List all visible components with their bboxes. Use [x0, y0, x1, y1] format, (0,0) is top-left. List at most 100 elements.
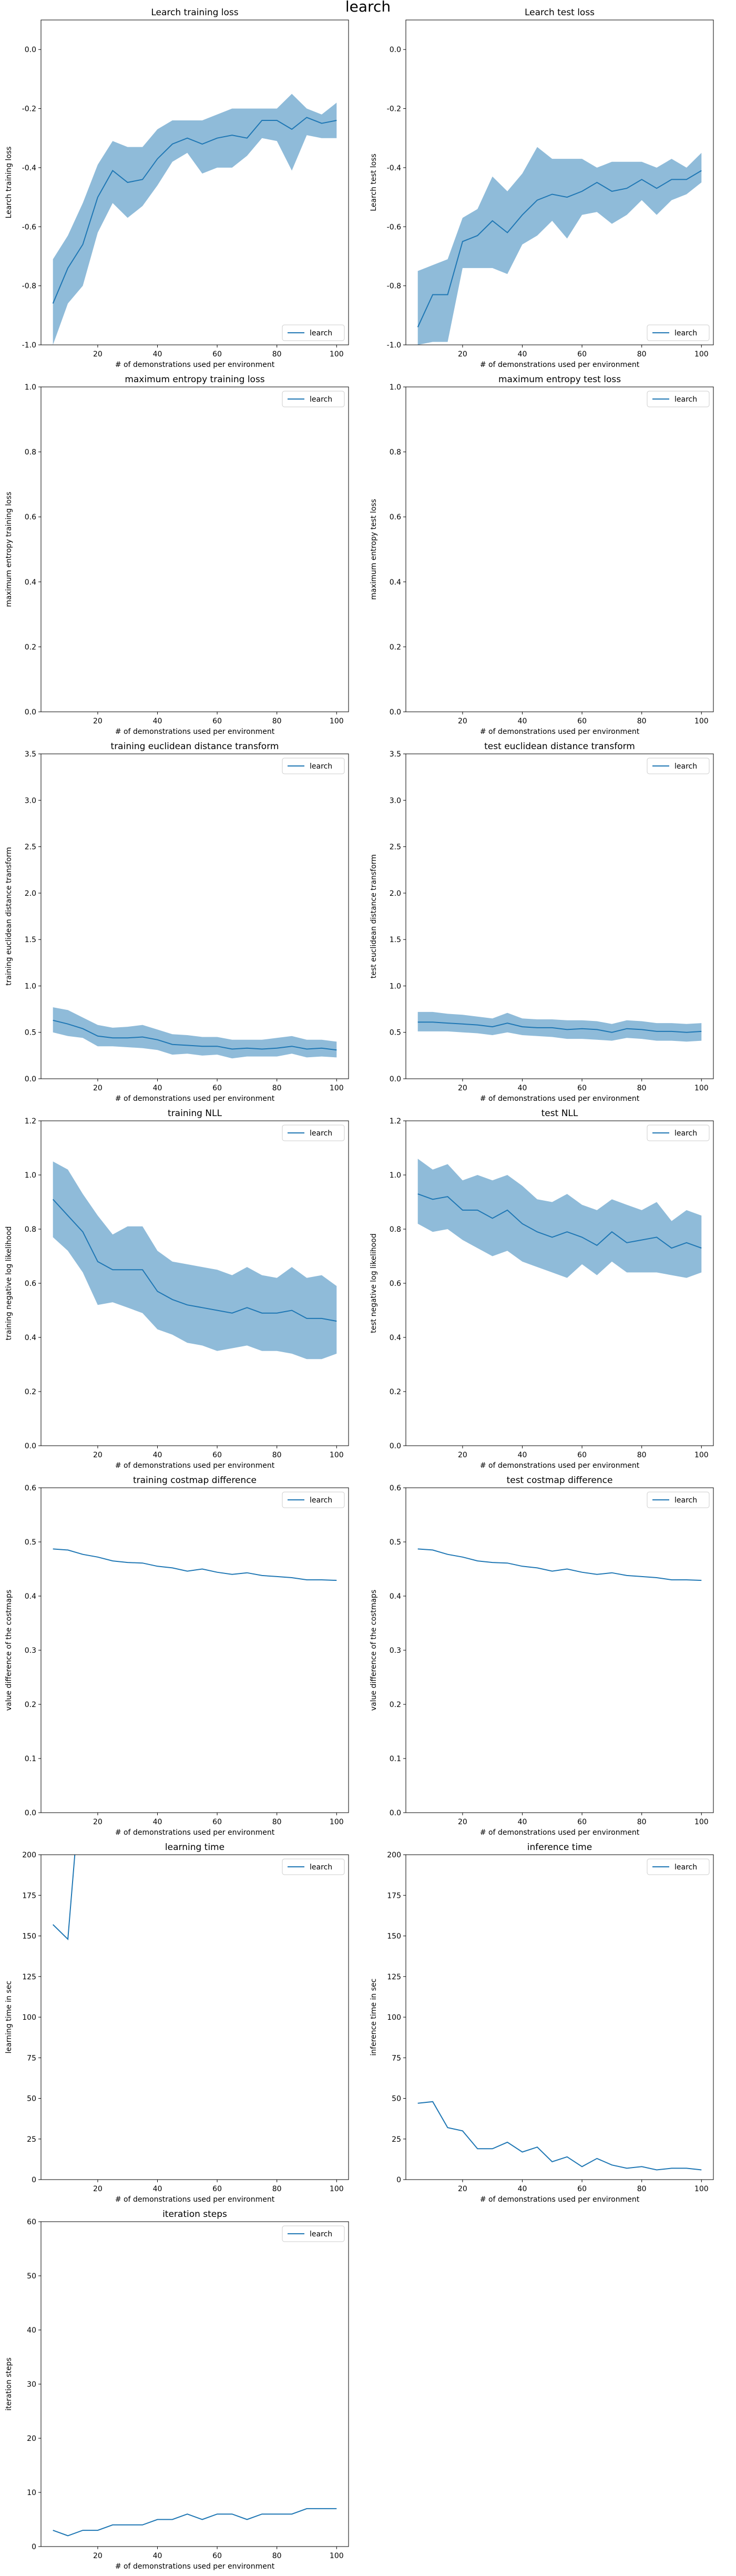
x-tick-label: 60 — [577, 350, 587, 359]
chart-panel: 0.0 0.2 0.4 0.6 0.8 1.0 20 40 60 80 100 maximum ent… — [5, 374, 349, 736]
y-axis-label: maximum entropy training loss — [5, 492, 13, 607]
x-tick-label: 100 — [330, 2552, 344, 2560]
y-tick-label: 0.0 — [390, 1442, 401, 1450]
y-tick-label: 50 — [392, 2095, 401, 2103]
plot-area — [41, 20, 349, 345]
plot-area — [41, 1855, 349, 2180]
x-tick-label: 60 — [212, 350, 222, 359]
plot-series-group — [53, 1855, 76, 1940]
x-axis-label: # of demonstrations used per environment — [480, 2195, 640, 2204]
chart-panel: 0.0 0.2 0.4 0.6 0.8 1.0 1.2 20 40 60 80 100 test NLL… — [370, 1108, 714, 1470]
y-tick-label: 0.4 — [390, 1334, 401, 1342]
y-tick-label: -0.2 — [22, 105, 36, 114]
y-tick-label: 0.2 — [25, 1388, 36, 1396]
y-axis-label: iteration steps — [5, 2357, 13, 2410]
y-tick-label: 20 — [27, 2435, 36, 2443]
x-tick-label: 20 — [93, 717, 103, 725]
plot-series-group — [417, 1159, 702, 1278]
legend-box — [282, 1858, 345, 1875]
plot-area — [41, 2222, 349, 2547]
legend: learch — [282, 2225, 345, 2242]
series-line — [53, 1019, 337, 1051]
y-tick-label: 125 — [387, 1973, 401, 1981]
chart-panel: 0.0 0.5 1.0 1.5 2.0 2.5 3.0 3.5 20 40 60 80 100 train… — [5, 741, 349, 1103]
y-tick-label: 1.2 — [390, 1117, 401, 1126]
legend: learch — [647, 758, 710, 774]
y-tick-label: 0.4 — [25, 1592, 36, 1601]
y-tick-label: -0.4 — [387, 164, 401, 172]
x-axis-label: # of demonstrations used per environment — [480, 1828, 640, 1837]
y-tick-label: 0.0 — [25, 708, 36, 717]
x-tick-label: 80 — [272, 2552, 282, 2560]
y-tick-label: 0.8 — [390, 448, 401, 457]
y-tick-label: 30 — [27, 2380, 36, 2389]
x-tick-label: 40 — [518, 1451, 527, 1459]
series-line — [417, 1021, 702, 1033]
x-tick-label: 20 — [458, 1451, 467, 1459]
y-axis-label: test euclidean distance transform — [370, 854, 378, 978]
confidence-band — [417, 147, 702, 345]
y-tick-label: 0.6 — [390, 1280, 401, 1288]
x-tick-label: 40 — [153, 1451, 162, 1459]
chart-panel: 0.0 0.1 0.2 0.3 0.4 0.5 0.6 20 40 60 80 100 training… — [5, 1475, 349, 1837]
y-tick-label: 75 — [27, 2054, 36, 2062]
plot-area — [406, 387, 713, 712]
confidence-band — [53, 1007, 337, 1059]
y-tick-label: 1.5 — [25, 936, 36, 944]
legend-box — [647, 391, 710, 407]
legend-label: learch — [310, 395, 332, 404]
x-axis-label: # of demonstrations used per environment — [115, 2195, 275, 2204]
plot-series-group — [417, 1011, 702, 1042]
x-tick-label: 20 — [458, 1818, 467, 1826]
legend-box — [647, 1491, 710, 1508]
series-line — [53, 1548, 337, 1581]
legend-box — [282, 391, 345, 407]
chart-panel: 0 10 20 30 40 50 60 20 40 60 80 100 iteration steps #… — [5, 2209, 349, 2571]
legend: learch — [282, 758, 345, 774]
x-axis-label: # of demonstrations used per environment — [115, 1828, 275, 1837]
x-tick-label: 20 — [458, 2185, 467, 2193]
x-tick-label: 40 — [518, 1818, 527, 1826]
y-axis-label: Learch test loss — [370, 154, 378, 211]
y-tick-label: 2.0 — [25, 890, 36, 898]
legend: learch — [647, 324, 710, 341]
y-tick-label: 100 — [387, 2013, 401, 2022]
y-tick-label: 1.2 — [25, 1117, 36, 1126]
x-tick-label: 20 — [93, 2185, 103, 2193]
y-tick-label: 1.0 — [390, 982, 401, 990]
legend: learch — [647, 1125, 710, 1141]
y-tick-label: 0.0 — [25, 46, 36, 54]
y-tick-label: 0.6 — [25, 513, 36, 522]
legend: learch — [282, 1858, 345, 1875]
plot-series-group — [417, 1548, 702, 1581]
y-tick-label: 1.0 — [390, 383, 401, 392]
x-tick-label: 60 — [212, 2185, 222, 2193]
y-axis-label: training euclidean distance transform — [5, 847, 13, 985]
plot-series-group — [52, 94, 337, 345]
x-tick-label: 80 — [637, 1084, 647, 1092]
legend-box — [282, 2225, 345, 2242]
x-tick-label: 80 — [637, 2185, 647, 2193]
y-tick-label: 0.0 — [25, 1075, 36, 1083]
y-tick-label: 0.6 — [390, 513, 401, 522]
y-tick-label: 25 — [392, 2135, 401, 2144]
legend-label: learch — [674, 329, 697, 338]
legend: learch — [282, 1491, 345, 1508]
x-tick-label: 100 — [330, 2185, 344, 2193]
series-line — [52, 117, 337, 304]
confidence-band — [53, 1161, 337, 1359]
legend: learch — [647, 391, 710, 407]
chart-panel: 0.0 0.2 0.4 0.6 0.8 1.0 20 40 60 80 100 maximum ent… — [370, 374, 714, 736]
chart-panel: 0.0 0.1 0.2 0.3 0.4 0.5 0.6 20 40 60 80 100 test cos… — [370, 1475, 714, 1837]
y-tick-label: 150 — [387, 1933, 401, 1941]
y-axis-label: Learch training loss — [5, 147, 13, 219]
x-tick-label: 100 — [694, 350, 709, 359]
x-tick-label: 20 — [93, 1084, 103, 1092]
y-tick-label: 40 — [27, 2326, 36, 2335]
legend-label: learch — [310, 329, 332, 338]
x-tick-label: 20 — [93, 350, 103, 359]
axes-frame — [405, 386, 714, 712]
y-axis-label: inference time in sec — [370, 1979, 378, 2056]
x-axis-label: # of demonstrations used per environment — [480, 728, 640, 736]
y-tick-label: 2.0 — [390, 890, 401, 898]
